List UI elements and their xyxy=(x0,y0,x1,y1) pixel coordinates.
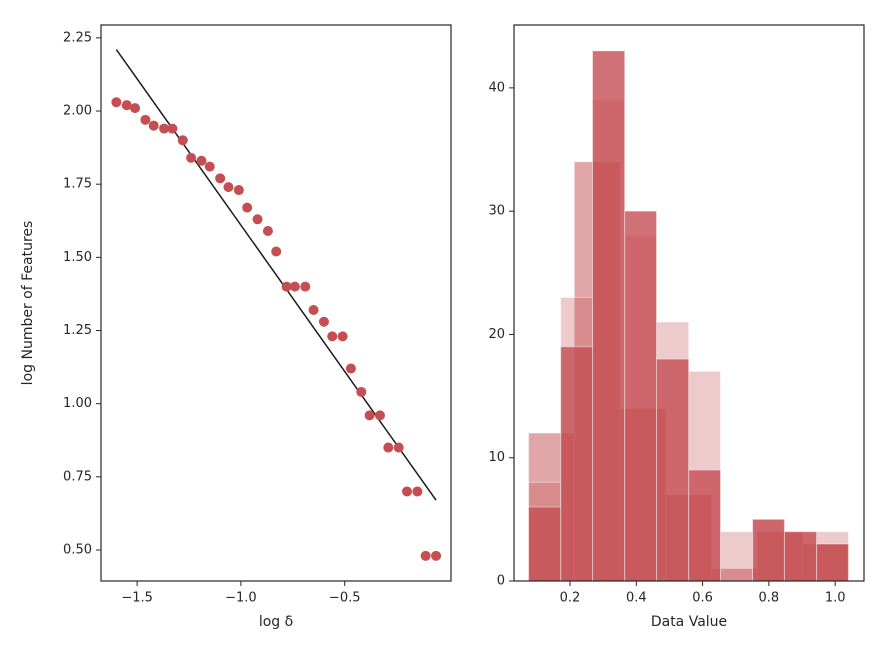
axes-frame xyxy=(513,24,865,582)
point xyxy=(337,331,348,342)
point xyxy=(318,316,329,327)
point xyxy=(130,103,141,114)
point xyxy=(252,214,263,225)
x-tick-label: 0.8 xyxy=(759,591,780,606)
point xyxy=(111,97,122,108)
point xyxy=(375,410,386,421)
hist-bar xyxy=(719,531,754,582)
hist-bar xyxy=(752,518,785,582)
point xyxy=(186,152,197,163)
y-tick-label: 0 xyxy=(497,574,505,589)
point xyxy=(308,305,319,316)
x-tick-label: −1.5 xyxy=(121,591,153,606)
point xyxy=(327,331,338,342)
x-axis-label: log δ xyxy=(259,614,293,630)
point xyxy=(356,386,367,397)
x-tick-label: 0.4 xyxy=(626,591,647,606)
hist-bar xyxy=(816,543,849,582)
hist-bar xyxy=(560,346,594,582)
point xyxy=(345,363,356,374)
point xyxy=(271,246,282,257)
point xyxy=(148,120,159,131)
x-tick-label: −1.0 xyxy=(225,591,257,606)
point xyxy=(159,123,170,134)
point xyxy=(364,410,375,421)
x-tick-label: 0.6 xyxy=(692,591,713,606)
hist-bar xyxy=(656,358,690,582)
point xyxy=(223,182,234,193)
axes-frame xyxy=(100,24,452,582)
point xyxy=(412,486,423,497)
point xyxy=(393,442,404,453)
y-tick-label: 20 xyxy=(488,327,505,342)
y-axis-label: log Number of Features xyxy=(20,221,36,386)
hist-bar xyxy=(592,50,626,582)
y-tick-label: 1.75 xyxy=(63,177,92,192)
hist-bar xyxy=(528,506,562,582)
x-tick-label: −0.5 xyxy=(329,591,361,606)
point xyxy=(262,226,273,237)
y-tick-label: 30 xyxy=(488,204,505,219)
x-axis-label: Data Value xyxy=(651,614,727,630)
point xyxy=(215,173,226,184)
y-tick-label: 1.00 xyxy=(63,396,92,411)
point xyxy=(431,550,442,561)
point xyxy=(383,442,394,453)
fit-line xyxy=(115,49,437,501)
hist-bar xyxy=(688,469,721,582)
point xyxy=(196,155,207,166)
hist-bar xyxy=(624,210,658,582)
point xyxy=(420,550,431,561)
y-tick-label: 40 xyxy=(488,80,505,95)
point xyxy=(140,114,151,125)
x-tick-label: 0.2 xyxy=(560,591,581,606)
point xyxy=(289,281,300,292)
y-tick-label: 0.50 xyxy=(63,542,92,557)
point xyxy=(177,135,188,146)
y-tick-label: 0.75 xyxy=(63,469,92,484)
point xyxy=(167,123,178,134)
x-tick-label: 1.0 xyxy=(825,591,846,606)
point xyxy=(300,281,311,292)
point xyxy=(121,100,132,111)
point xyxy=(401,486,412,497)
hist-bar xyxy=(783,531,818,582)
y-tick-label: 1.50 xyxy=(63,250,92,265)
point xyxy=(281,281,292,292)
y-tick-label: 1.25 xyxy=(63,323,92,338)
y-tick-label: 10 xyxy=(488,450,505,465)
y-tick-label: 2.00 xyxy=(63,104,92,119)
point xyxy=(233,185,244,196)
y-tick-label: 2.25 xyxy=(63,30,92,45)
point xyxy=(204,161,215,172)
point xyxy=(242,202,253,213)
